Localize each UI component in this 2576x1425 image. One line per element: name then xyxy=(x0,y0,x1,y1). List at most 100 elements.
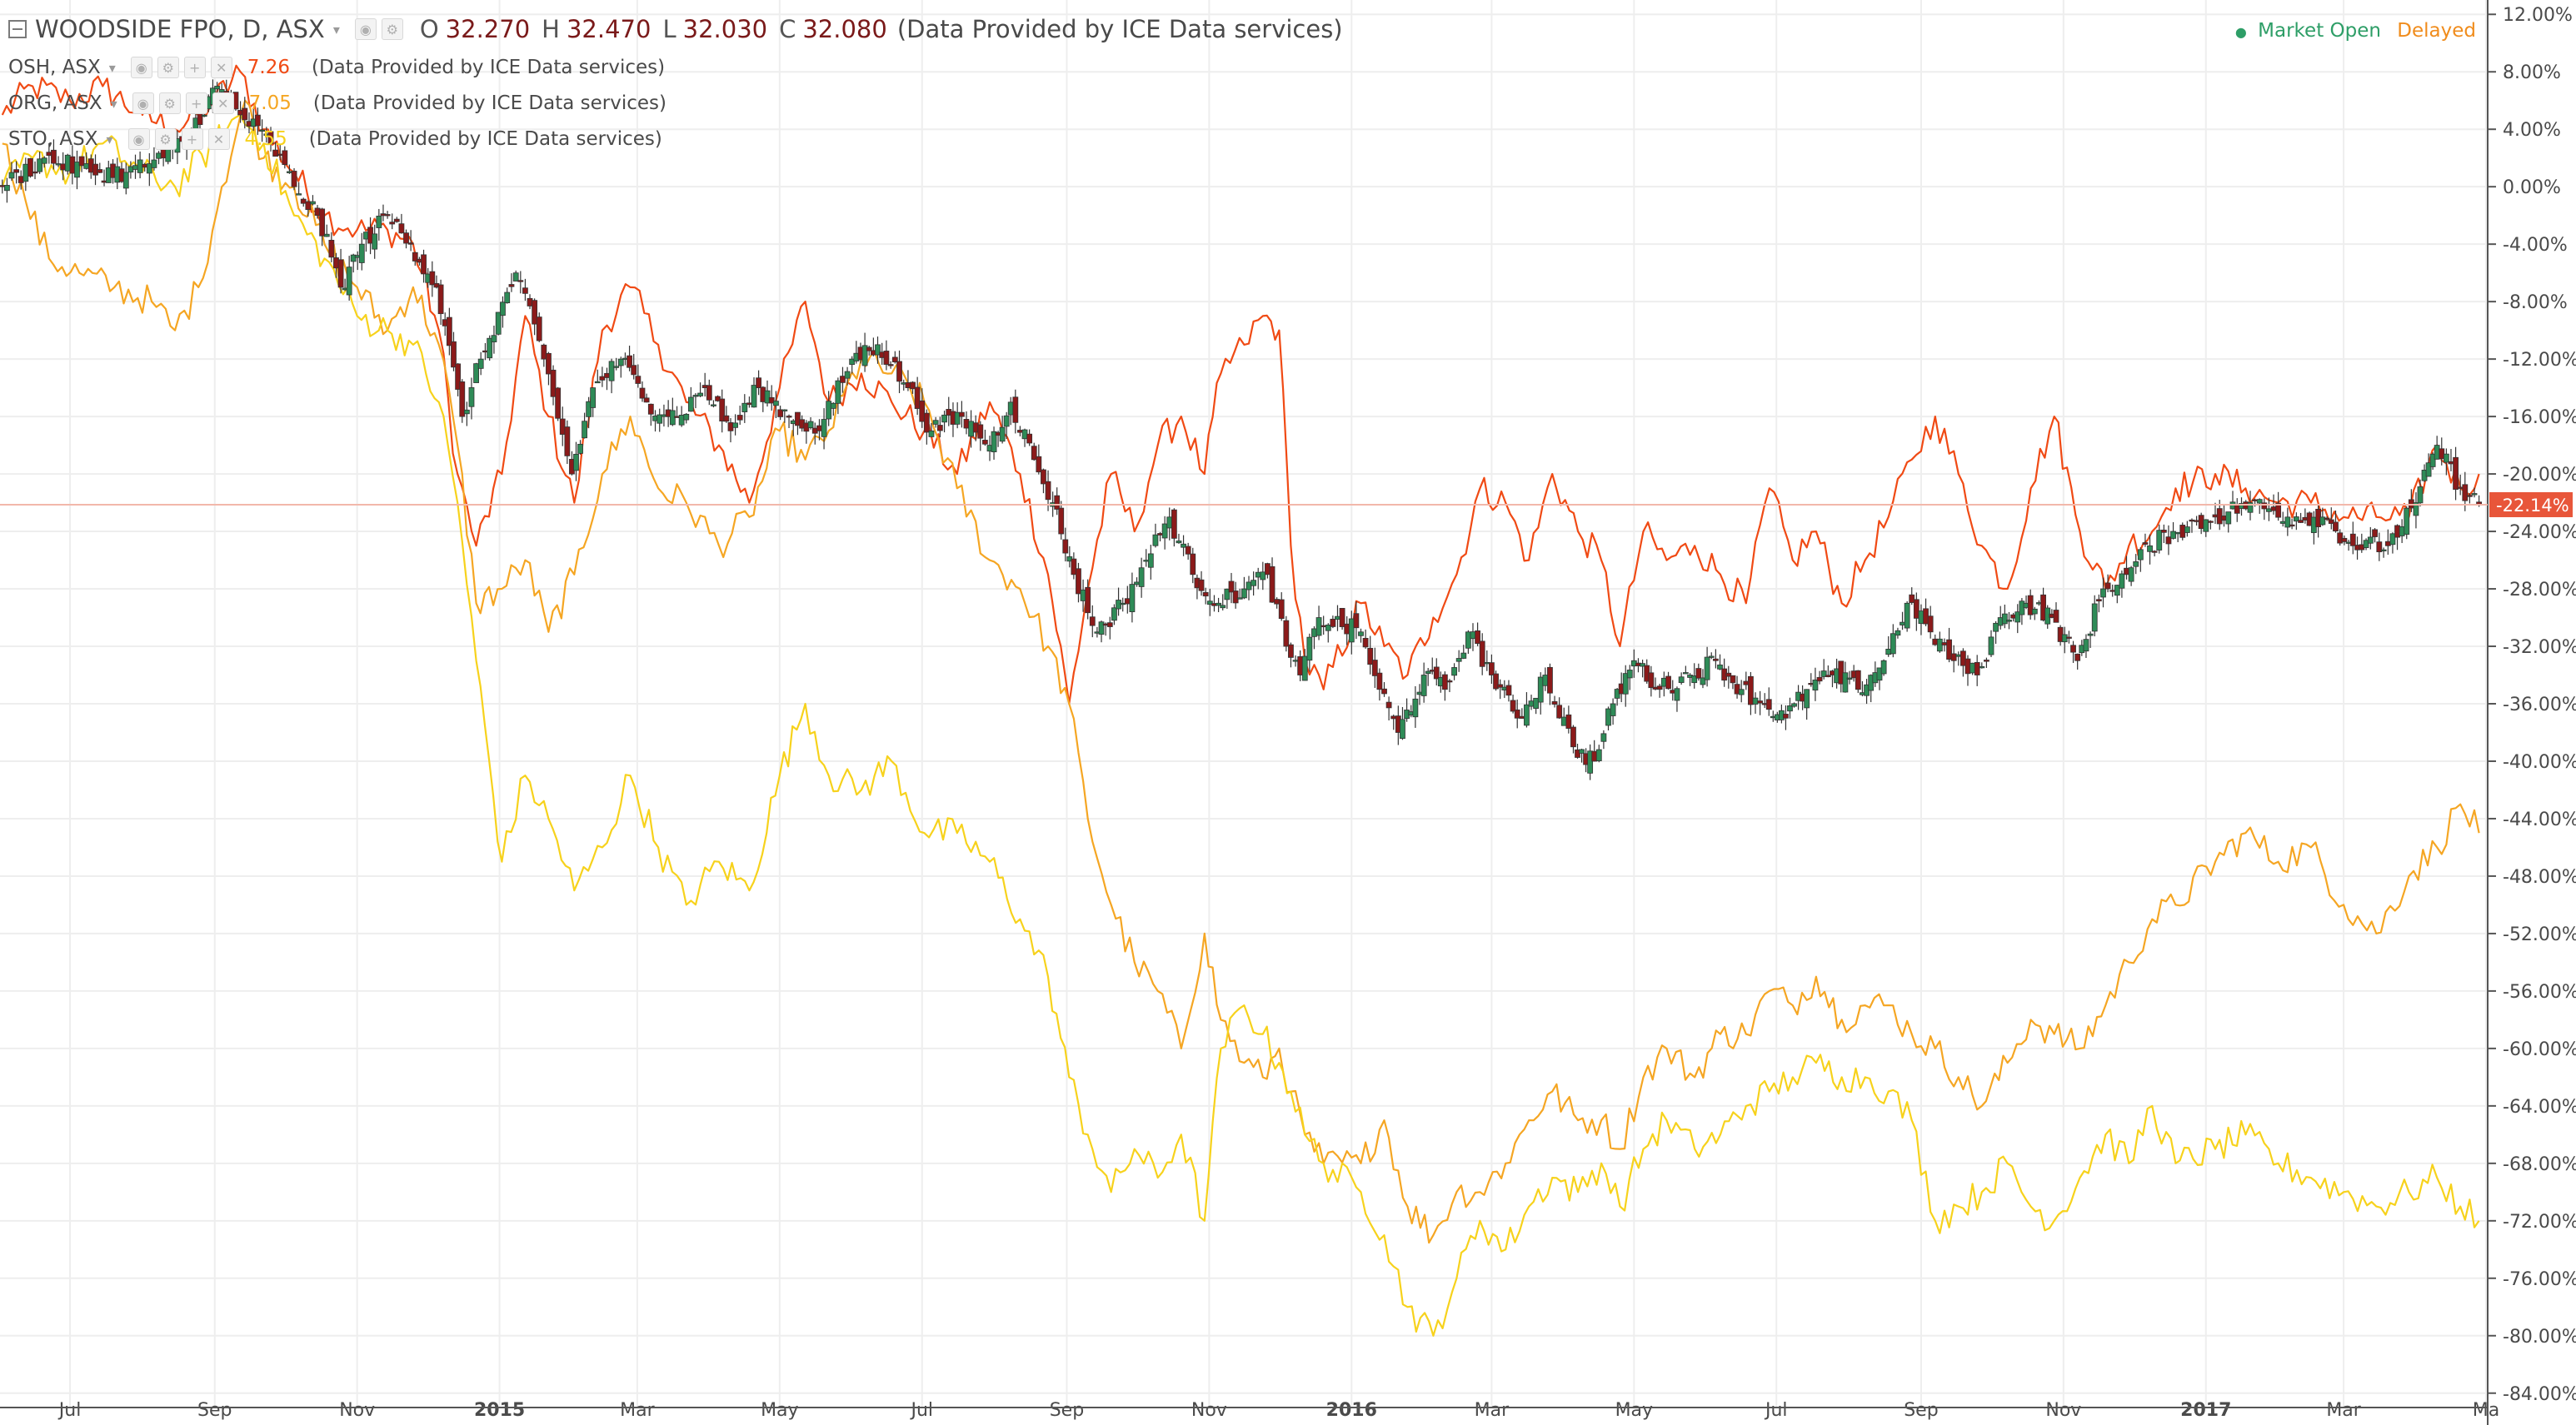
org-symbol-label[interactable]: ORG, ASX xyxy=(8,92,102,114)
candle-down xyxy=(1551,700,1558,705)
candle-down xyxy=(1433,666,1440,680)
candle-down xyxy=(1743,680,1750,685)
candle-up xyxy=(323,233,330,237)
candle-up xyxy=(201,114,207,117)
org-provider-note: (Data Provided by ICE Data services) xyxy=(312,92,667,114)
close-icon[interactable]: ✕ xyxy=(207,128,230,150)
candle-up xyxy=(1176,541,1182,544)
candle-up xyxy=(1622,673,1629,695)
candle-down xyxy=(1185,546,1191,555)
sto-symbol-label[interactable]: STO, ASX xyxy=(8,128,98,150)
candle-up xyxy=(1220,605,1226,609)
candle-down xyxy=(1031,446,1037,461)
candle-down xyxy=(736,415,743,421)
candle-down xyxy=(1730,675,1736,684)
candle-up xyxy=(146,163,152,174)
settings-icon[interactable]: ⚙ xyxy=(154,128,177,150)
eye-icon[interactable]: ◉ xyxy=(130,57,152,78)
candle-up xyxy=(2133,561,2139,567)
candle-up xyxy=(2367,536,2374,544)
candle-down xyxy=(1497,684,1504,688)
add-icon[interactable]: + xyxy=(183,57,206,78)
candle-down xyxy=(1157,533,1163,536)
candle-up xyxy=(1791,703,1797,707)
settings-icon[interactable]: ⚙ xyxy=(158,92,181,114)
chevron-down-icon[interactable]: ▾ xyxy=(106,131,113,147)
candle-up xyxy=(999,426,1006,442)
delayed-label: Delayed xyxy=(2397,20,2476,42)
candle-down xyxy=(1344,623,1350,635)
candle-up xyxy=(2014,611,2021,623)
candle-up xyxy=(656,414,663,424)
candle-up xyxy=(1820,670,1827,677)
candle-down xyxy=(541,344,547,360)
series-line-osh[interactable] xyxy=(1,64,2480,705)
market-open-label: Market Open xyxy=(2258,20,2381,42)
candle-down xyxy=(1748,675,1754,705)
candle-down xyxy=(455,363,462,390)
candle-down xyxy=(97,169,103,173)
candle-down xyxy=(32,171,38,174)
candle-up xyxy=(577,443,583,454)
y-tick-label: -60.00% xyxy=(2503,1039,2576,1060)
candle-up xyxy=(2293,516,2299,522)
settings-icon[interactable]: ⚙ xyxy=(157,57,179,78)
add-icon[interactable]: + xyxy=(185,92,207,114)
data-provider-note: (Data Provided by ICE Data services) xyxy=(896,15,1343,43)
chevron-down-icon[interactable]: ▾ xyxy=(108,59,116,76)
candle-up xyxy=(1752,697,1759,705)
candle-up xyxy=(64,154,71,172)
candle-up xyxy=(678,415,685,426)
candle-up xyxy=(2019,600,2025,615)
candle-up xyxy=(296,193,302,196)
candle-down xyxy=(78,156,85,167)
candle-up xyxy=(608,361,615,381)
chevron-down-icon[interactable]: ▾ xyxy=(332,21,340,37)
candle-down xyxy=(421,254,427,275)
candle-down xyxy=(919,400,926,422)
candle-up xyxy=(2031,608,2038,615)
candle-up xyxy=(954,411,961,425)
candle-up xyxy=(781,409,788,411)
candle-down xyxy=(1288,644,1294,658)
chevron-down-icon[interactable]: ▾ xyxy=(110,95,117,112)
candle-down xyxy=(1946,639,1952,660)
candle-up xyxy=(1708,655,1715,658)
candle-up xyxy=(1241,588,1247,599)
candle-down xyxy=(1505,685,1512,696)
candle-down xyxy=(1171,509,1177,539)
add-icon[interactable]: + xyxy=(181,128,203,150)
collapse-icon[interactable] xyxy=(8,20,27,38)
settings-icon[interactable]: ⚙ xyxy=(381,18,403,40)
candle-up xyxy=(1470,631,1476,640)
close-icon[interactable]: ✕ xyxy=(212,92,234,114)
eye-icon[interactable]: ◉ xyxy=(132,92,154,114)
candle-down xyxy=(429,271,436,286)
candle-up xyxy=(1224,588,1231,600)
y-tick-label: -52.00% xyxy=(2503,924,2576,945)
main-symbol-label[interactable]: WOODSIDE FPO, D, ASX xyxy=(35,15,325,43)
candle-up xyxy=(74,162,80,178)
osh-symbol-label[interactable]: OSH, ASX xyxy=(8,57,101,78)
candle-down xyxy=(896,361,902,382)
candle-up xyxy=(1181,543,1186,548)
candle-down xyxy=(546,352,552,375)
candle-down xyxy=(142,163,148,168)
candle-up xyxy=(1918,610,1925,625)
candle-down xyxy=(2109,590,2116,592)
close-icon[interactable]: ✕ xyxy=(210,57,232,78)
eye-icon[interactable]: ◉ xyxy=(354,18,377,40)
candle-down xyxy=(27,158,33,177)
eye-icon[interactable]: ◉ xyxy=(127,128,150,150)
series-line-sto[interactable] xyxy=(1,113,2480,1337)
candle-up xyxy=(1955,654,1962,657)
series-line-org[interactable] xyxy=(2,99,2480,1244)
candle-up xyxy=(1936,638,1943,652)
candle-down xyxy=(2151,551,2158,553)
candle-up xyxy=(1979,665,1985,669)
candle-down xyxy=(923,412,930,433)
candle-up xyxy=(1021,429,1028,440)
candle-down xyxy=(777,409,784,417)
